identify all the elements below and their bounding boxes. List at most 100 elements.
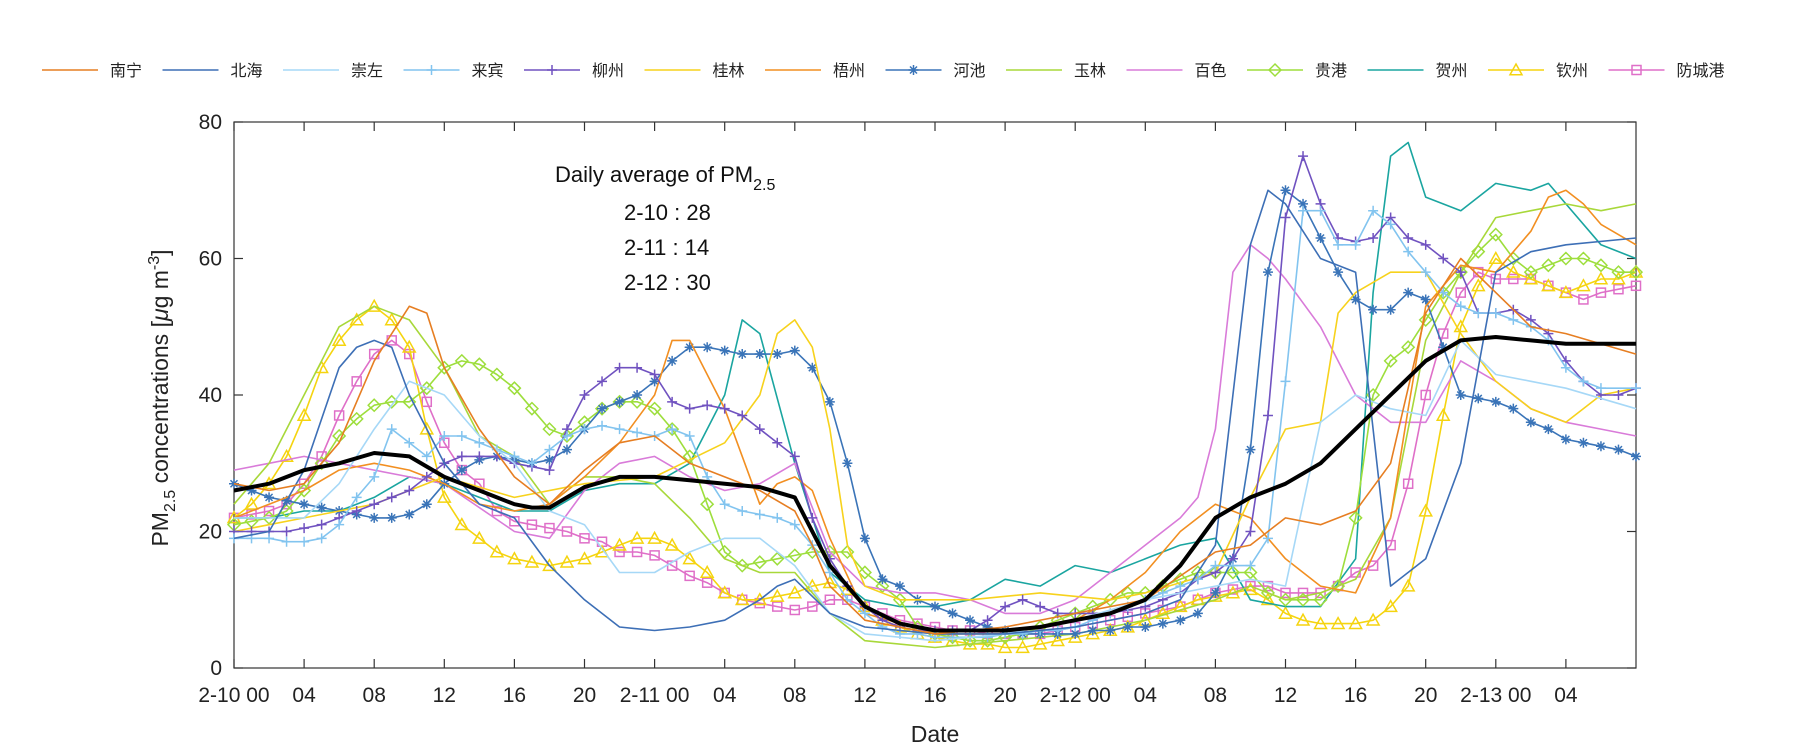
legend-marker — [1267, 62, 1283, 78]
data-point — [264, 492, 275, 503]
data-point — [524, 554, 540, 568]
data-point — [1365, 612, 1381, 626]
data-point — [1262, 580, 1274, 592]
data-point — [1418, 312, 1433, 327]
data-point — [614, 424, 625, 435]
data-point — [947, 608, 958, 619]
legend-item: 崇左 — [283, 61, 383, 80]
data-point — [544, 444, 555, 455]
data-point — [1455, 287, 1466, 298]
daily-average-annotation: Daily average of PM2.5 2-10 : 28 2-11 : … — [555, 162, 775, 295]
x-tick-label: 04 — [713, 684, 737, 707]
x-tick-label: 08 — [783, 684, 806, 707]
data-point — [1315, 233, 1326, 244]
data-point — [982, 622, 993, 633]
data-point — [1297, 587, 1309, 599]
data-point — [1403, 246, 1414, 257]
data-point — [629, 530, 645, 544]
y-tick-label: 80 — [199, 111, 222, 134]
legend-item: 北海 — [162, 61, 263, 80]
legend-marker — [547, 65, 557, 75]
data-point — [737, 506, 748, 517]
data-point — [875, 579, 890, 594]
data-point — [316, 519, 327, 530]
x-tick-label: 12 — [433, 684, 456, 707]
ylabel-superscript: -3 — [146, 256, 163, 270]
data-point — [632, 427, 643, 438]
legend: 南宁 北海 崇左 来宾 柳州 桂林 梧州 河池 玉林 百色 贵港 贺州 钦州 防城港 — [42, 61, 1725, 80]
y-tick-label: 60 — [199, 248, 222, 271]
data-point — [1155, 605, 1171, 619]
data-point — [754, 424, 765, 435]
data-point — [1227, 560, 1238, 571]
annotation-line-1: 2-10 : 28 — [624, 200, 711, 225]
x-tick-label: 16 — [503, 684, 526, 707]
data-point — [859, 533, 870, 544]
data-point — [1175, 581, 1186, 592]
data-point — [667, 424, 678, 435]
series-line — [233, 257, 1637, 635]
data-point — [456, 451, 467, 462]
data-point — [1245, 444, 1256, 455]
data-point — [369, 499, 380, 510]
data-point — [787, 585, 803, 599]
data-point — [1278, 605, 1293, 619]
data-point — [859, 608, 870, 619]
series-station-3 — [229, 205, 1641, 643]
data-point — [1435, 407, 1451, 422]
data-point — [299, 523, 310, 534]
data-point — [296, 407, 312, 422]
data-point — [1333, 267, 1344, 278]
x-tick-label: 16 — [923, 684, 946, 707]
data-point — [842, 458, 853, 469]
data-point — [542, 422, 557, 437]
y-tick-label: 20 — [199, 521, 222, 544]
data-point — [1543, 424, 1554, 435]
data-point — [1173, 599, 1188, 613]
data-point — [1541, 258, 1556, 273]
legend-item: 玉林 — [1006, 61, 1106, 80]
data-point — [702, 342, 713, 353]
data-point — [597, 403, 608, 414]
data-point — [1313, 616, 1328, 630]
data-point — [1000, 601, 1011, 612]
data-point — [737, 410, 748, 421]
data-point — [1243, 565, 1258, 580]
data-point — [244, 496, 259, 510]
ylabel-end: ] — [147, 249, 173, 255]
data-point — [734, 592, 750, 606]
data-point — [945, 630, 960, 645]
data-point — [789, 451, 800, 462]
data-point — [1490, 396, 1501, 407]
data-point — [1385, 219, 1396, 230]
x-tick-label: 12 — [853, 684, 876, 707]
data-point — [647, 530, 662, 544]
data-point — [665, 422, 680, 437]
data-point — [649, 376, 660, 387]
data-point — [667, 396, 678, 407]
data-point — [965, 615, 976, 626]
data-point — [474, 451, 485, 462]
data-point — [962, 633, 978, 648]
series-line — [233, 335, 1636, 633]
series-station-8 — [233, 203, 1637, 649]
data-point — [787, 548, 802, 563]
data-point — [1576, 278, 1591, 292]
data-point — [752, 555, 767, 570]
data-point — [594, 544, 610, 558]
legend-item: 百色 — [1126, 61, 1227, 80]
data-point — [526, 519, 538, 530]
data-point — [1368, 233, 1379, 244]
data-point — [1315, 205, 1326, 216]
data-point — [1315, 587, 1326, 599]
data-point — [1611, 265, 1626, 280]
data-point — [246, 509, 257, 520]
data-point — [299, 499, 310, 510]
legend-item: 河池 — [885, 61, 986, 80]
data-point — [1070, 628, 1081, 639]
data-point — [454, 517, 470, 531]
data-point — [1383, 353, 1398, 368]
data-point — [454, 353, 469, 368]
data-point — [737, 349, 748, 360]
data-point — [631, 546, 643, 558]
